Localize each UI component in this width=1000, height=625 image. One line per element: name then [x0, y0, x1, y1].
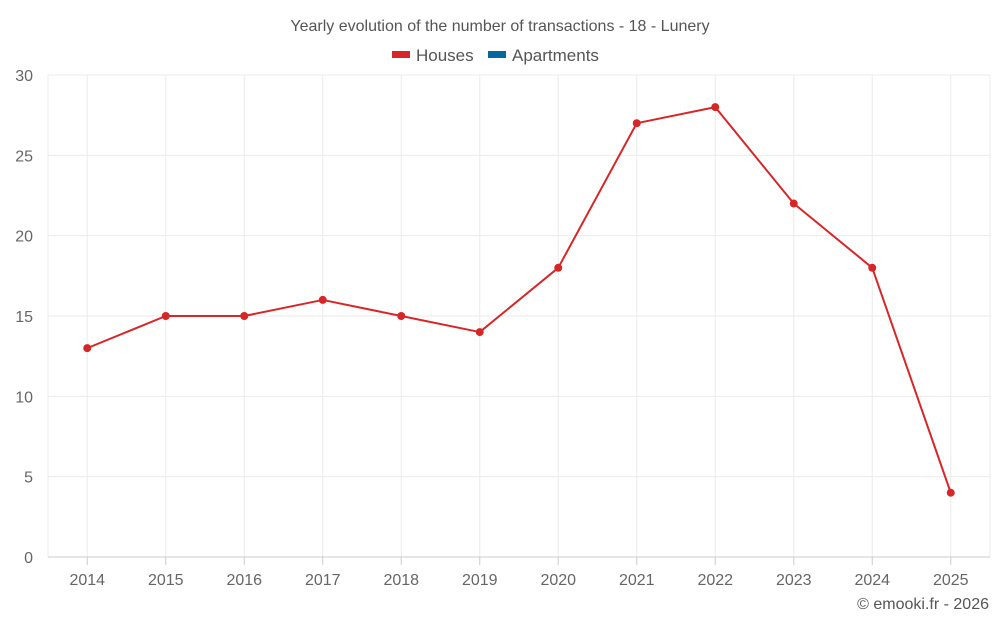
data-point[interactable]	[789, 199, 798, 208]
data-point[interactable]	[632, 119, 641, 128]
legend-swatch-apartments	[488, 51, 506, 58]
data-point[interactable]	[868, 263, 877, 272]
data-point[interactable]	[475, 328, 484, 337]
y-tick-label: 5	[24, 470, 33, 487]
x-tick-label: 2022	[697, 572, 733, 589]
x-tick-label: 2019	[462, 572, 498, 589]
x-tick-label: 2020	[540, 572, 576, 589]
x-tick-label: 2021	[619, 572, 655, 589]
data-point[interactable]	[554, 263, 563, 272]
data-point[interactable]	[711, 103, 720, 112]
y-tick-label: 25	[15, 148, 33, 165]
x-tick-label: 2014	[69, 572, 105, 589]
grid	[47, 74, 991, 557]
chart-title: Yearly evolution of the number of transa…	[290, 18, 709, 35]
x-tick-label: 2024	[854, 572, 890, 589]
data-point[interactable]	[83, 344, 92, 353]
y-tick-label: 10	[15, 389, 33, 406]
legend-label-apartments[interactable]: Apartments	[512, 46, 599, 65]
legend-swatch-houses	[392, 51, 410, 58]
x-tick-label: 2018	[383, 572, 419, 589]
credit-text: © emooki.fr - 2026	[857, 596, 989, 613]
x-tick-label: 2017	[305, 572, 341, 589]
y-tick-label: 20	[15, 229, 33, 246]
data-point[interactable]	[946, 488, 955, 497]
x-tick-label: 2015	[148, 572, 184, 589]
y-axis: 0 5 10 15 20 25 30	[15, 68, 33, 567]
y-tick-label: 0	[24, 550, 33, 567]
x-axis: 2014 2015 2016 2017 2018 2019 2020 2021 2022 2023…	[48, 556, 990, 589]
legend-label-houses[interactable]: Houses	[416, 46, 474, 65]
data-point[interactable]	[161, 312, 170, 320]
x-tick-label: 2025	[933, 572, 969, 589]
series-houses	[83, 103, 955, 497]
x-tick-label: 2023	[776, 572, 812, 589]
y-tick-label: 30	[15, 68, 33, 85]
legend: Houses Apartments	[392, 46, 599, 65]
y-tick-label: 15	[15, 309, 33, 326]
series-line-houses	[86, 106, 952, 494]
data-point[interactable]	[397, 312, 406, 320]
data-point[interactable]	[318, 295, 327, 304]
x-tick-label: 2016	[226, 572, 262, 589]
data-point[interactable]	[240, 312, 249, 320]
